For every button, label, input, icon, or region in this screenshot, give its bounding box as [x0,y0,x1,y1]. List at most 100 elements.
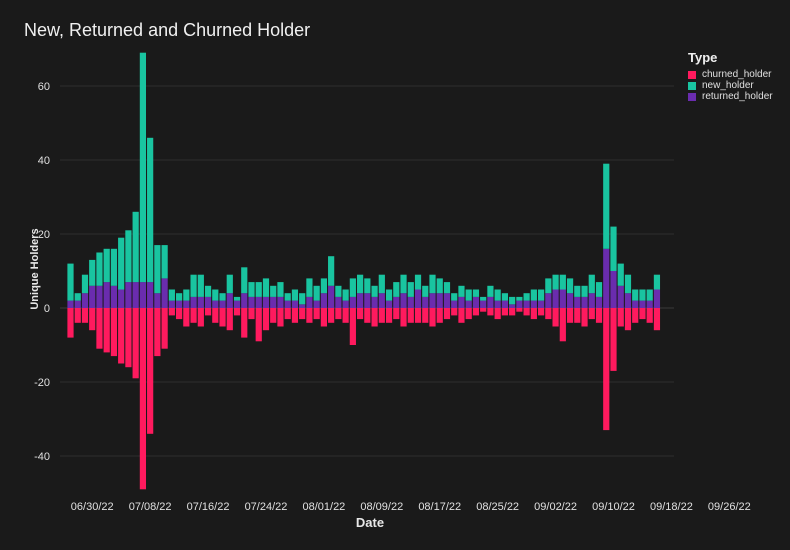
bar-returned-holder[interactable] [653,289,661,309]
bar-new-holder[interactable] [610,226,617,271]
bar-new-holder[interactable] [161,245,168,279]
bar-returned-holder[interactable] [262,296,270,308]
bar-new-holder[interactable] [328,256,335,286]
bar-returned-holder[interactable] [313,300,320,308]
bar-churned-holder[interactable] [154,308,161,357]
bar-returned-holder[interactable] [335,296,342,308]
bar-returned-holder[interactable] [639,300,646,308]
bar-churned-holder[interactable] [451,308,458,316]
bar-new-holder[interactable] [472,289,480,297]
bar-new-holder[interactable] [349,278,356,297]
bar-returned-holder[interactable] [414,289,422,309]
bar-churned-holder[interactable] [385,308,393,323]
bar-new-holder[interactable] [147,137,154,283]
bar-returned-holder[interactable] [487,296,494,308]
bar-new-holder[interactable] [595,282,603,297]
bar-churned-holder[interactable] [197,308,204,327]
bar-returned-holder[interactable] [509,304,516,308]
bar-new-holder[interactable] [204,285,212,297]
bar-new-holder[interactable] [306,278,313,297]
bar-churned-holder[interactable] [465,308,472,320]
bar-new-holder[interactable] [429,274,436,294]
bar-churned-holder[interactable] [422,308,429,323]
bar-new-holder[interactable] [67,263,74,301]
bar-returned-holder[interactable] [291,300,299,308]
bar-returned-holder[interactable] [161,278,168,308]
bar-churned-holder[interactable] [291,308,299,323]
bar-churned-holder[interactable] [538,308,545,316]
bar-returned-holder[interactable] [255,296,262,308]
bar-returned-holder[interactable] [632,300,639,308]
bar-churned-holder[interactable] [277,308,284,327]
bar-returned-holder[interactable] [103,282,110,308]
bar-returned-holder[interactable] [393,296,400,308]
bar-returned-holder[interactable] [523,300,530,308]
bar-new-holder[interactable] [422,285,429,297]
bar-new-holder[interactable] [632,289,639,301]
bar-returned-holder[interactable] [501,300,508,308]
bar-returned-holder[interactable] [81,293,89,308]
bar-churned-holder[interactable] [400,308,407,327]
bar-churned-holder[interactable] [219,308,226,327]
bar-churned-holder[interactable] [110,308,118,357]
bar-returned-holder[interactable] [270,296,277,308]
bar-churned-holder[interactable] [212,308,219,323]
bar-new-holder[interactable] [443,282,451,294]
bar-new-holder[interactable] [530,289,537,301]
bar-returned-holder[interactable] [154,293,161,308]
bar-new-holder[interactable] [639,289,646,301]
bar-churned-holder[interactable] [357,308,364,320]
bar-new-holder[interactable] [465,289,472,301]
bar-new-holder[interactable] [255,282,262,297]
bar-new-holder[interactable] [74,293,81,301]
bar-returned-holder[interactable] [233,300,241,308]
bar-new-holder[interactable] [487,285,494,297]
bar-returned-holder[interactable] [89,285,96,308]
bar-new-holder[interactable] [494,289,501,301]
bar-new-holder[interactable] [81,274,89,294]
bar-returned-holder[interactable] [400,293,407,308]
bar-new-holder[interactable] [501,293,508,301]
bar-returned-holder[interactable] [118,289,125,309]
bar-returned-holder[interactable] [646,300,653,308]
bar-churned-holder[interactable] [414,308,422,323]
bar-new-holder[interactable] [110,248,118,286]
bar-churned-holder[interactable] [653,308,661,331]
bar-returned-holder[interactable] [574,296,581,308]
bar-new-holder[interactable] [400,274,407,294]
bar-churned-holder[interactable] [574,308,581,323]
bar-new-holder[interactable] [241,267,248,294]
bar-returned-holder[interactable] [248,296,255,308]
bar-churned-holder[interactable] [103,308,110,353]
bar-churned-holder[interactable] [299,308,306,320]
bar-returned-holder[interactable] [595,296,603,308]
bar-returned-holder[interactable] [357,293,364,308]
legend-item-churned[interactable]: churned_holder [688,69,773,80]
bar-new-holder[interactable] [574,285,581,297]
bar-returned-holder[interactable] [371,296,378,308]
bar-returned-holder[interactable] [320,293,327,308]
bar-churned-holder[interactable] [176,308,183,320]
bar-returned-holder[interactable] [451,300,458,308]
bar-new-holder[interactable] [270,285,277,297]
bar-returned-holder[interactable] [241,293,248,308]
bar-returned-holder[interactable] [429,293,436,308]
bar-new-holder[interactable] [378,274,385,294]
bar-churned-holder[interactable] [494,308,501,320]
bar-returned-holder[interactable] [516,300,523,308]
bar-churned-holder[interactable] [125,308,132,368]
bar-returned-holder[interactable] [465,300,472,308]
bar-returned-holder[interactable] [530,300,537,308]
bar-new-holder[interactable] [118,237,125,290]
bar-churned-holder[interactable] [335,308,342,320]
bar-churned-holder[interactable] [378,308,385,323]
bar-returned-holder[interactable] [494,300,501,308]
bar-churned-holder[interactable] [74,308,81,323]
bar-returned-holder[interactable] [277,296,284,308]
legend-item-returned[interactable]: returned_holder [688,91,773,102]
bar-new-holder[interactable] [183,289,190,301]
bar-returned-holder[interactable] [147,282,154,308]
bar-returned-holder[interactable] [407,296,414,308]
bar-new-holder[interactable] [407,282,414,297]
bar-new-holder[interactable] [291,289,299,301]
